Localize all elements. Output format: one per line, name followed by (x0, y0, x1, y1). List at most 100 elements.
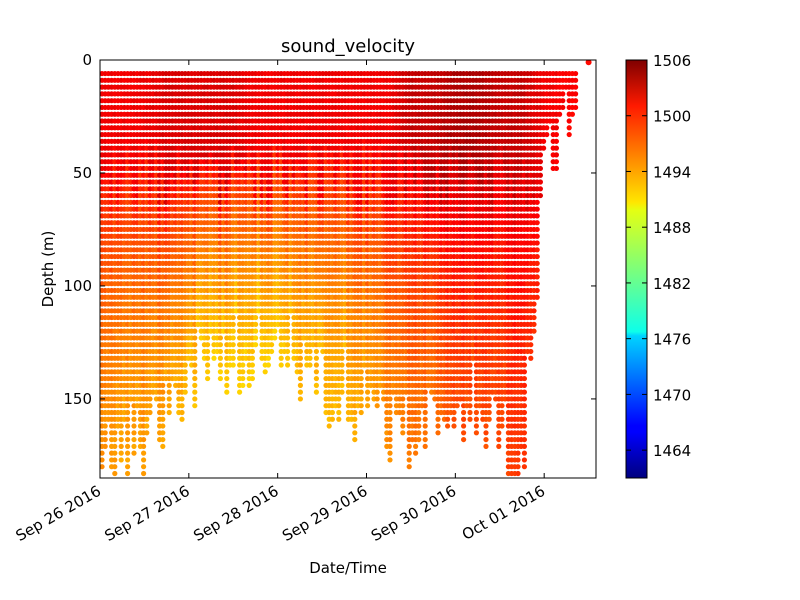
data-point (253, 342, 259, 348)
scatter-marks (100, 60, 592, 478)
data-point (144, 430, 150, 436)
data-point (131, 416, 137, 422)
data-point (422, 409, 428, 416)
data-point (217, 362, 223, 368)
data-point (253, 328, 259, 334)
data-point (240, 375, 246, 382)
data-point (422, 430, 428, 436)
data-point (125, 430, 131, 436)
data-point (339, 369, 345, 375)
data-point (406, 457, 412, 463)
data-point (374, 396, 380, 402)
data-point (102, 423, 108, 429)
data-point (205, 355, 211, 361)
data-point (400, 396, 406, 402)
data-point (179, 403, 185, 409)
data-point (358, 403, 364, 409)
data-point (422, 416, 428, 422)
data-point (339, 355, 345, 361)
data-point (237, 389, 243, 395)
data-point (230, 328, 236, 334)
data-point (387, 457, 393, 463)
data-point (416, 409, 422, 416)
data-point (406, 450, 412, 456)
data-point (365, 396, 371, 402)
data-point (249, 348, 255, 355)
data-point (160, 430, 166, 436)
data-point (192, 335, 198, 341)
chart-title: sound_velocity (281, 36, 415, 57)
data-point (205, 335, 211, 341)
data-point (217, 355, 223, 361)
data-point (141, 457, 147, 463)
data-point (224, 375, 230, 382)
data-point (297, 348, 303, 355)
data-point (125, 457, 131, 463)
data-point (147, 403, 153, 409)
data-point (230, 335, 236, 341)
data-point (297, 342, 303, 348)
data-point (339, 348, 345, 355)
data-point (365, 403, 371, 409)
data-point (205, 362, 211, 368)
data-point (285, 314, 291, 321)
data-point (112, 436, 118, 443)
data-point (249, 369, 255, 375)
data-point (102, 443, 108, 449)
data-point (100, 457, 105, 463)
data-point (358, 396, 364, 402)
data-point (336, 396, 342, 402)
data-point (329, 409, 335, 416)
data-point (182, 375, 188, 382)
data-point (336, 416, 342, 422)
data-point (224, 389, 230, 395)
data-point (192, 348, 198, 355)
data-point (400, 423, 406, 429)
data-point (179, 409, 185, 416)
data-point (160, 416, 166, 422)
data-point (118, 450, 124, 456)
data-point (406, 443, 412, 449)
data-point (422, 443, 428, 449)
data-point (297, 369, 303, 375)
data-point (249, 362, 255, 368)
data-point (192, 328, 198, 334)
data-point (112, 457, 118, 463)
data-point (307, 355, 313, 361)
data-point (217, 375, 223, 382)
data-point (125, 423, 131, 429)
data-point (147, 409, 153, 416)
data-point (144, 416, 150, 422)
data-point (118, 457, 124, 463)
data-point (422, 423, 428, 429)
data-point (297, 396, 303, 402)
data-point (182, 382, 188, 388)
data-point (125, 403, 131, 409)
data-point (272, 335, 278, 341)
data-point (224, 382, 230, 388)
data-point (118, 430, 124, 436)
data-point (141, 464, 147, 470)
data-point (422, 389, 428, 395)
data-point (297, 382, 303, 388)
data-point (217, 335, 223, 341)
data-point (297, 389, 303, 395)
data-point (406, 464, 412, 470)
data-point (416, 436, 422, 443)
data-point (307, 348, 313, 355)
data-point (278, 362, 284, 368)
data-point (118, 436, 124, 443)
data-point (285, 321, 291, 327)
data-point (160, 436, 166, 443)
data-point (285, 355, 291, 361)
data-point (192, 342, 198, 348)
data-point (192, 382, 198, 388)
data-point (125, 436, 131, 443)
data-point (262, 369, 268, 375)
data-point (249, 355, 255, 361)
data-point (192, 362, 198, 368)
data-point (160, 403, 166, 409)
data-point (192, 403, 198, 409)
data-point (112, 470, 118, 477)
